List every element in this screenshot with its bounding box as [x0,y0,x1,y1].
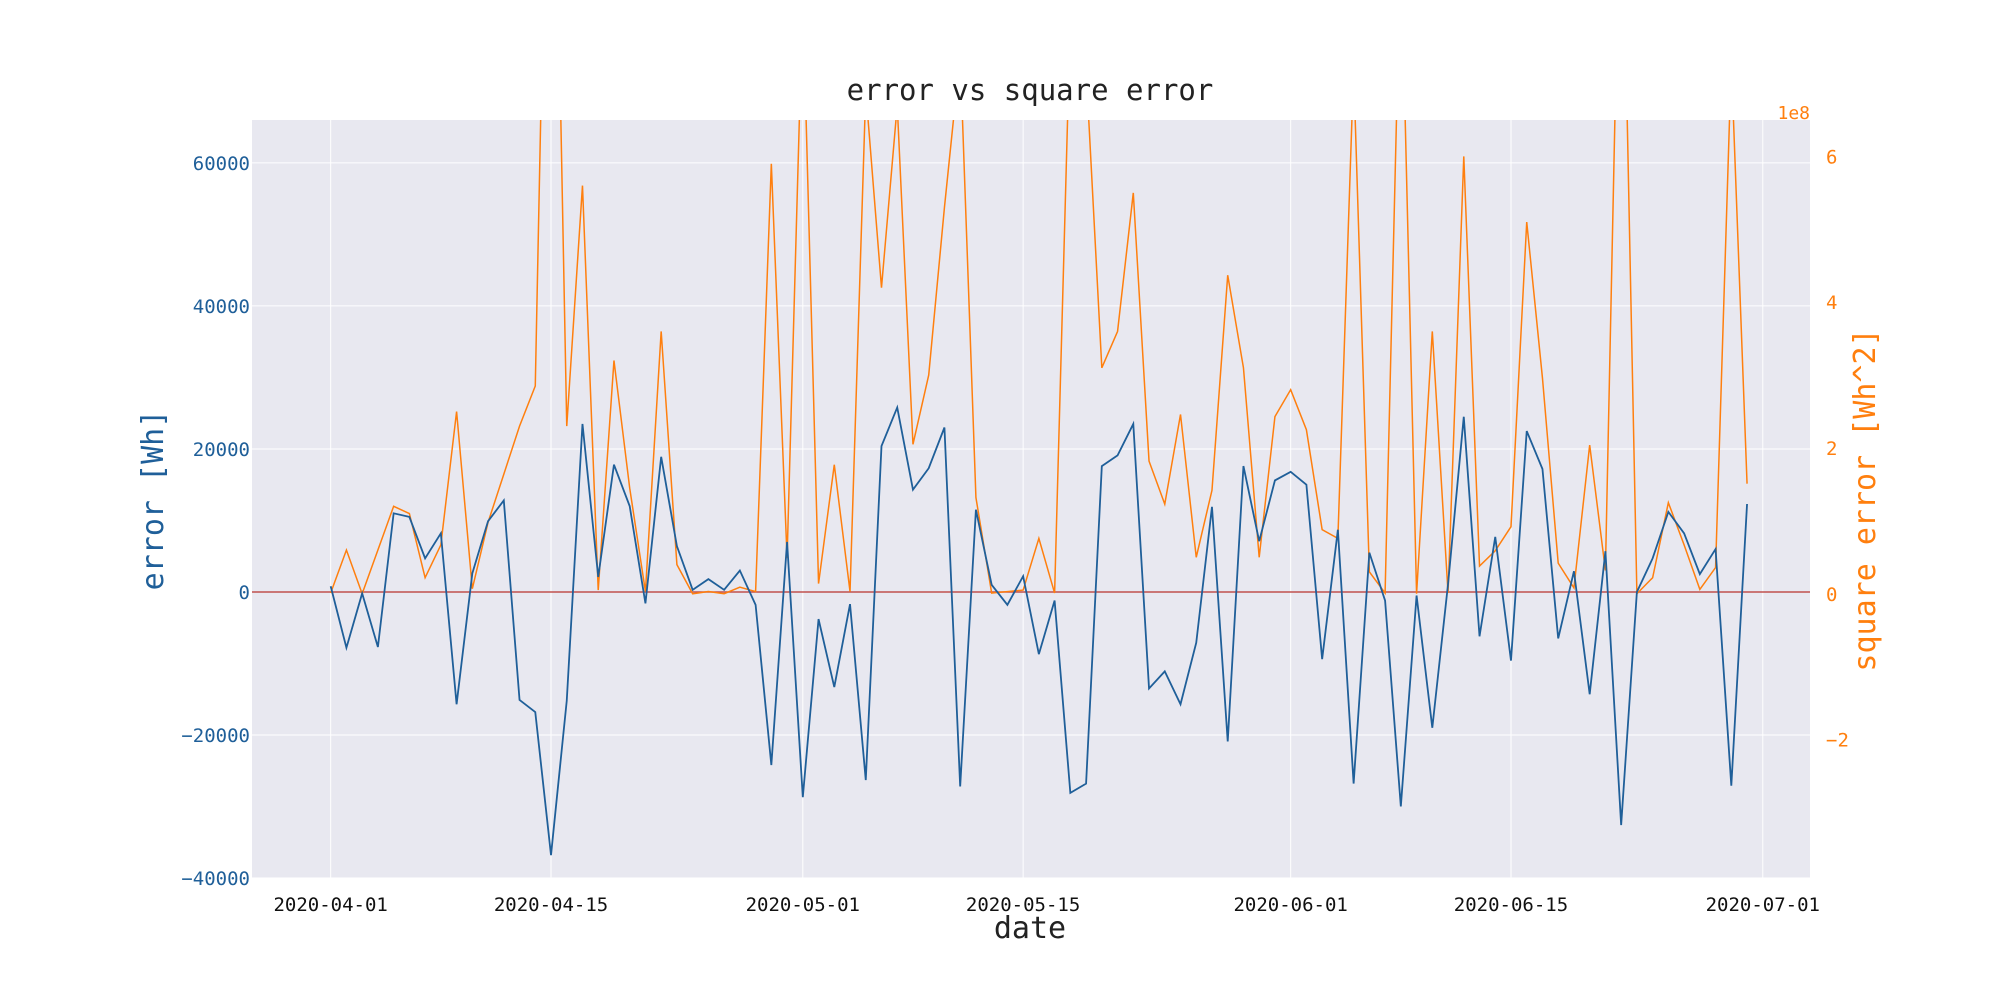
y-left-tick-label: 20000 [193,439,250,461]
y-left-axis-title: error [Wh] [136,410,171,591]
x-tick-labels: 2020-04-01 2020-04-15 2020-05-01 2020-05-15… [273,894,1819,916]
square-error-series-line [329,120,1748,596]
x-tick-label: 2020-04-01 [273,894,387,916]
y-right-tick-label: 4 [1826,292,1837,314]
y-right-tick-labels: −2 0 2 4 6 [1826,146,1849,751]
y-left-tick-label: 0 [239,582,250,604]
y-right-exponent-label: 1e8 [1777,103,1810,124]
y-left-tick-label: 60000 [193,153,250,175]
x-tick-label: 2020-05-01 [746,894,860,916]
error-series-line [329,404,1748,856]
y-left-tick-label: −20000 [181,725,250,747]
x-gridlines [330,120,1764,878]
series-layer [329,120,1748,856]
y-right-tick-label: −2 [1826,730,1849,752]
x-axis-title: date [994,911,1066,946]
y-right-tick-label: 2 [1826,438,1837,460]
y-left-tick-labels: −40000 −20000 0 20000 40000 60000 [181,153,250,890]
y-right-tick-label: 0 [1826,584,1837,606]
y-left-tick-label: −40000 [181,868,250,890]
x-tick-label: 2020-07-01 [1706,894,1820,916]
y-right-axis-title: square error [Wh^2] [1848,328,1883,671]
plot-area [252,120,1810,878]
x-tick-label: 2020-04-15 [494,894,608,916]
y-left-tick-label: 40000 [193,296,250,318]
x-tick-label: 2020-05-15 [966,894,1080,916]
x-tick-label: 2020-06-01 [1233,894,1347,916]
x-tick-label: 2020-06-15 [1454,894,1568,916]
y-right-tick-label: 6 [1826,146,1837,168]
chart-title: error vs square error [847,73,1214,107]
